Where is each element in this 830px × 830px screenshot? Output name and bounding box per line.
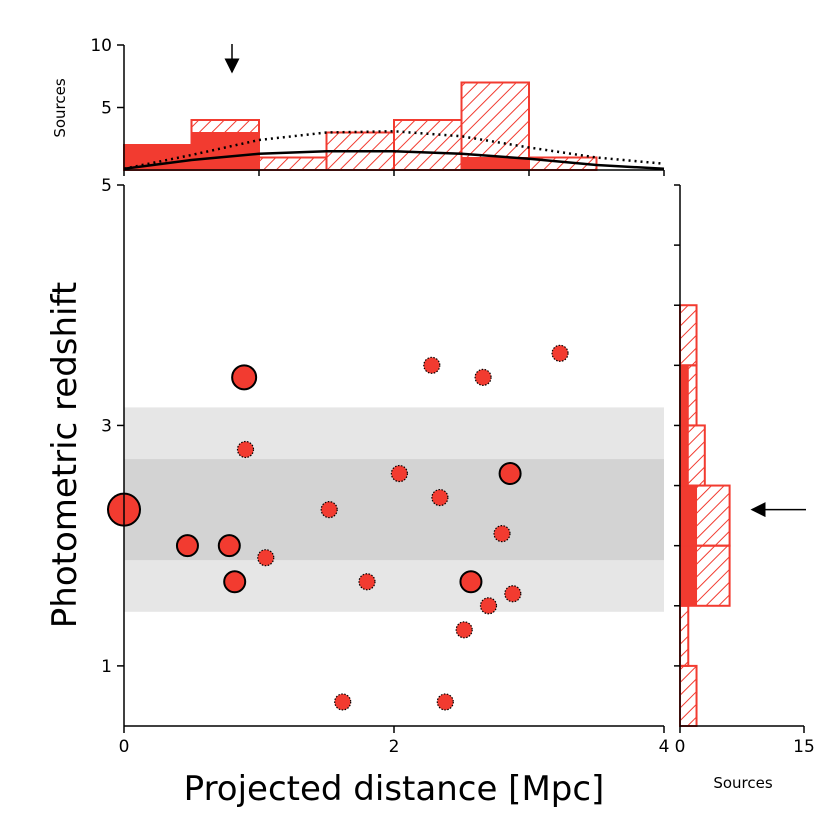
filled-bar	[679, 364, 689, 426]
top-y-tick-label: 5	[101, 99, 112, 119]
main-scatter-panel: 0 2 4 1 3 5 Projected distance [Mpc] Photomet…	[45, 176, 669, 809]
data-point	[320, 501, 338, 519]
top-histogram-bars	[123, 81, 598, 171]
top-model-curves	[123, 129, 665, 170]
data-point	[257, 549, 275, 567]
x-tick-label: 0	[119, 737, 130, 757]
data-point	[474, 368, 492, 386]
data-point	[334, 693, 352, 711]
data-point	[423, 356, 441, 374]
dotted-model-curve	[123, 129, 665, 170]
filled-bar	[679, 485, 698, 547]
y-tick-label: 5	[101, 176, 112, 196]
x-axis-label: Projected distance [Mpc]	[184, 769, 605, 809]
y-tick-label: 3	[101, 416, 112, 436]
hatched-bar	[393, 119, 463, 171]
data-point	[223, 570, 247, 594]
hatched-bar	[258, 156, 328, 171]
data-point	[493, 525, 511, 543]
main-ticks: 0 2 4 1 3 5	[101, 176, 669, 757]
hatched-bar	[679, 304, 698, 367]
data-point	[236, 440, 255, 459]
hatched-bar	[679, 664, 698, 728]
data-point	[504, 585, 522, 603]
data-point	[390, 464, 408, 483]
hatched-bar	[679, 604, 690, 667]
right-x-tick-label: 15	[793, 737, 815, 757]
data-point	[431, 488, 449, 507]
filled-bar	[679, 545, 698, 607]
top-ticks: 5 10	[90, 36, 665, 176]
data-point	[217, 534, 241, 558]
solid-model-curve	[123, 150, 665, 170]
data-point	[479, 597, 498, 615]
redshift-bands	[124, 407, 664, 612]
top-histogram-panel: 5 10 Sources	[51, 36, 665, 176]
y-tick-label: 1	[101, 657, 112, 677]
data-point	[455, 621, 473, 639]
x-tick-label: 2	[389, 737, 400, 757]
data-point	[551, 344, 569, 362]
data-point	[231, 364, 258, 391]
data-point	[459, 570, 483, 594]
filled-bar	[191, 132, 260, 171]
data-point	[358, 573, 376, 591]
right-ticks: 0 15	[674, 184, 815, 757]
top-y-tick-label: 10	[90, 36, 112, 56]
filled-bar	[679, 424, 689, 487]
scatter-points	[107, 344, 569, 711]
data-point	[436, 693, 454, 711]
right-x-tick-label: 0	[675, 737, 686, 757]
right-histogram-bars	[679, 304, 731, 728]
data-point	[175, 534, 199, 558]
y-axis-label: Photometric redshift	[45, 282, 85, 628]
data-point	[498, 462, 522, 486]
x-tick-label: 4	[659, 737, 670, 757]
right-x-label: Sources	[713, 774, 773, 792]
top-y-label: Sources	[51, 78, 69, 138]
right-histogram-panel: 0 15 Sources	[674, 184, 815, 792]
filled-bar	[461, 157, 530, 171]
